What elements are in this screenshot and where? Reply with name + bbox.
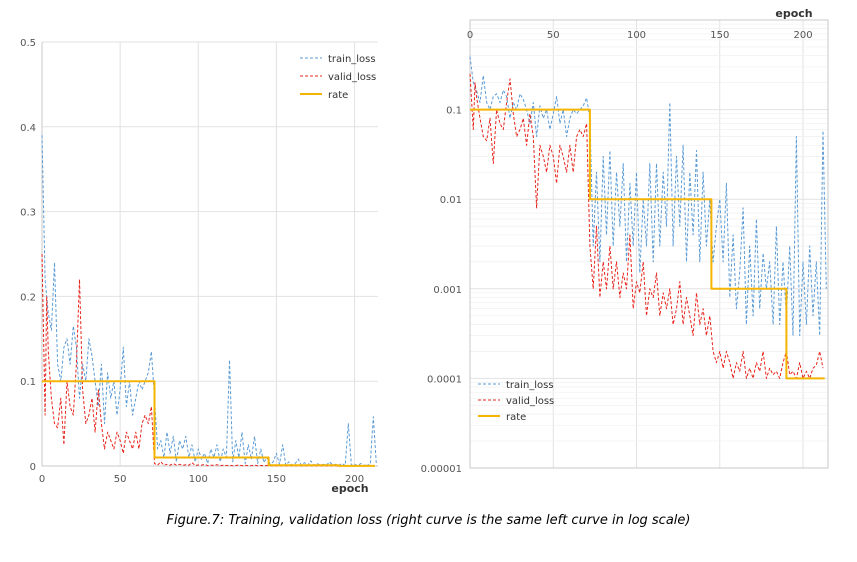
linear-series-rate — [42, 380, 375, 467]
linear-ytick-label: 0 — [30, 462, 36, 473]
log-xtick-label: 50 — [547, 30, 560, 41]
linear-scale-chart: 0 50 100 150 200 0 0.1 0.2 0.3 0.4 0.5 train_lossv… — [20, 38, 378, 495]
log-xtick-label: 100 — [627, 30, 646, 41]
log-ytick-label: 0.01 — [440, 195, 462, 206]
linear-xtick-label: 50 — [114, 474, 127, 485]
linear-series-train-loss — [41, 135, 377, 467]
linear-ytick-label: 0.5 — [20, 38, 36, 49]
linear-chart-tick-labels: 0 50 100 150 200 0 0.1 0.2 0.3 0.4 0.5 — [20, 38, 364, 485]
log-legend-label-train-loss: train_loss — [506, 380, 554, 391]
figure-caption: Figure.7: Training, validation loss (rig… — [166, 513, 691, 528]
linear-chart-axes — [41, 42, 378, 467]
linear-legend-label-train-loss: train_loss — [328, 54, 376, 65]
linear-ytick-label: 0.3 — [20, 208, 36, 219]
linear-xtick-label: 100 — [189, 474, 208, 485]
linear-ytick-label: 0.2 — [20, 292, 36, 303]
linear-chart-series — [41, 135, 377, 467]
linear-xtick-label: 150 — [267, 474, 286, 485]
linear-ytick-label: 0.4 — [20, 123, 36, 134]
log-ytick-label: 0.00001 — [421, 464, 462, 475]
log-ytick-label: 0.0001 — [427, 374, 462, 385]
log-chart-xlabel: epoch — [775, 7, 812, 20]
linear-ytick-label: 0.1 — [20, 377, 36, 388]
log-scale-chart: 0 50 100 150 200 0.00001 0.0001 0.001 0.01 0.1 tr… — [421, 7, 829, 475]
linear-series-valid-loss — [41, 253, 374, 467]
log-series-train-loss — [469, 56, 827, 337]
log-ytick-label: 0.1 — [446, 106, 462, 117]
log-chart-axes — [469, 19, 829, 469]
log-chart-tick-labels: 0 50 100 150 200 0.00001 0.0001 0.001 0.01 0.1 — [421, 30, 813, 475]
linear-xtick-label: 200 — [345, 474, 364, 485]
linear-chart-xlabel: epoch — [331, 482, 368, 495]
linear-chart-grid — [41, 41, 378, 467]
log-chart-frame — [469, 19, 829, 469]
linear-legend-label-rate: rate — [328, 90, 348, 101]
log-xtick-label: 200 — [793, 30, 812, 41]
linear-xtick-label: 0 — [39, 474, 45, 485]
log-series-rate — [470, 108, 825, 380]
log-ytick-label: 0.001 — [433, 285, 462, 296]
log-xtick-label: 150 — [710, 30, 729, 41]
linear-legend-label-valid-loss: valid_loss — [328, 72, 376, 83]
log-xtick-label: 0 — [467, 30, 473, 41]
log-legend-label-rate: rate — [506, 412, 526, 423]
log-legend-label-valid-loss: valid_loss — [506, 396, 554, 407]
log-chart-series — [469, 56, 827, 380]
log-series-valid-loss — [469, 73, 824, 379]
